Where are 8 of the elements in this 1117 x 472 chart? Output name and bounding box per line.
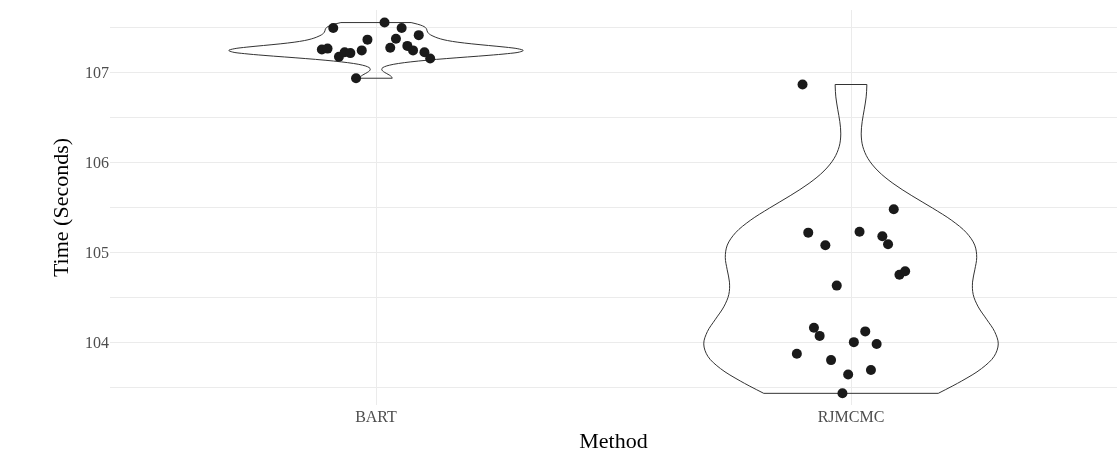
- y-tick-label: 104: [85, 333, 109, 351]
- y-tick-label: 105: [85, 243, 109, 261]
- y-axis-title: Time (Seconds): [47, 137, 73, 278]
- y-tick-label: 107: [85, 64, 109, 82]
- y-tick-label: 106: [85, 154, 109, 172]
- x-tick-label: BART: [355, 408, 398, 425]
- x-axis-title: Method: [579, 427, 648, 453]
- x-tick-label: RJMCMC: [817, 408, 885, 425]
